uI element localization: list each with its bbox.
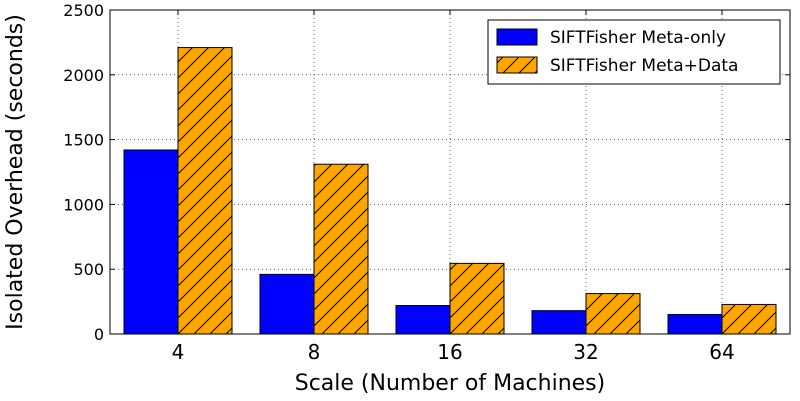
bar-meta-only — [667, 314, 723, 335]
legend: SIFTFisher Meta-only SIFTFisher Meta+Data — [487, 19, 781, 85]
bar-meta-data — [721, 303, 777, 335]
legend-label: SIFTFisher Meta+Data — [550, 56, 738, 76]
y-tick-label: 0 — [94, 325, 104, 344]
y-tick-label: 2500 — [63, 1, 104, 20]
y-tick-label: 2000 — [63, 66, 104, 85]
legend-swatch — [496, 56, 538, 74]
bar-meta-data — [449, 262, 505, 335]
bar-meta-data — [585, 293, 641, 335]
x-axis-label: Scale (Number of Machines) — [295, 371, 605, 396]
legend-swatch — [496, 28, 538, 46]
x-tick-label: 32 — [573, 340, 598, 364]
x-tick-label: 8 — [308, 340, 321, 364]
legend-label: SIFTFisher Meta-only — [550, 28, 726, 48]
y-tick-label: 1500 — [63, 131, 104, 150]
y-tick-label: 500 — [73, 260, 104, 279]
bar-meta-only — [259, 273, 315, 335]
bar-meta-data — [177, 47, 233, 335]
x-tick-label: 4 — [172, 340, 185, 364]
y-axis-label: Isolated Overhead (seconds) — [3, 14, 28, 330]
x-tick-label: 16 — [437, 340, 462, 364]
bar-meta-only — [395, 304, 451, 335]
bar-meta-data — [313, 163, 369, 335]
axis-ticks: 0 500 1000 1500 2000 2500 4 8 16 32 64 — [63, 1, 790, 364]
bars-group — [123, 47, 777, 335]
bar-meta-only — [531, 310, 587, 335]
y-tick-label: 1000 — [63, 195, 104, 214]
x-tick-label: 64 — [709, 340, 734, 364]
bar-meta-only — [123, 149, 179, 335]
